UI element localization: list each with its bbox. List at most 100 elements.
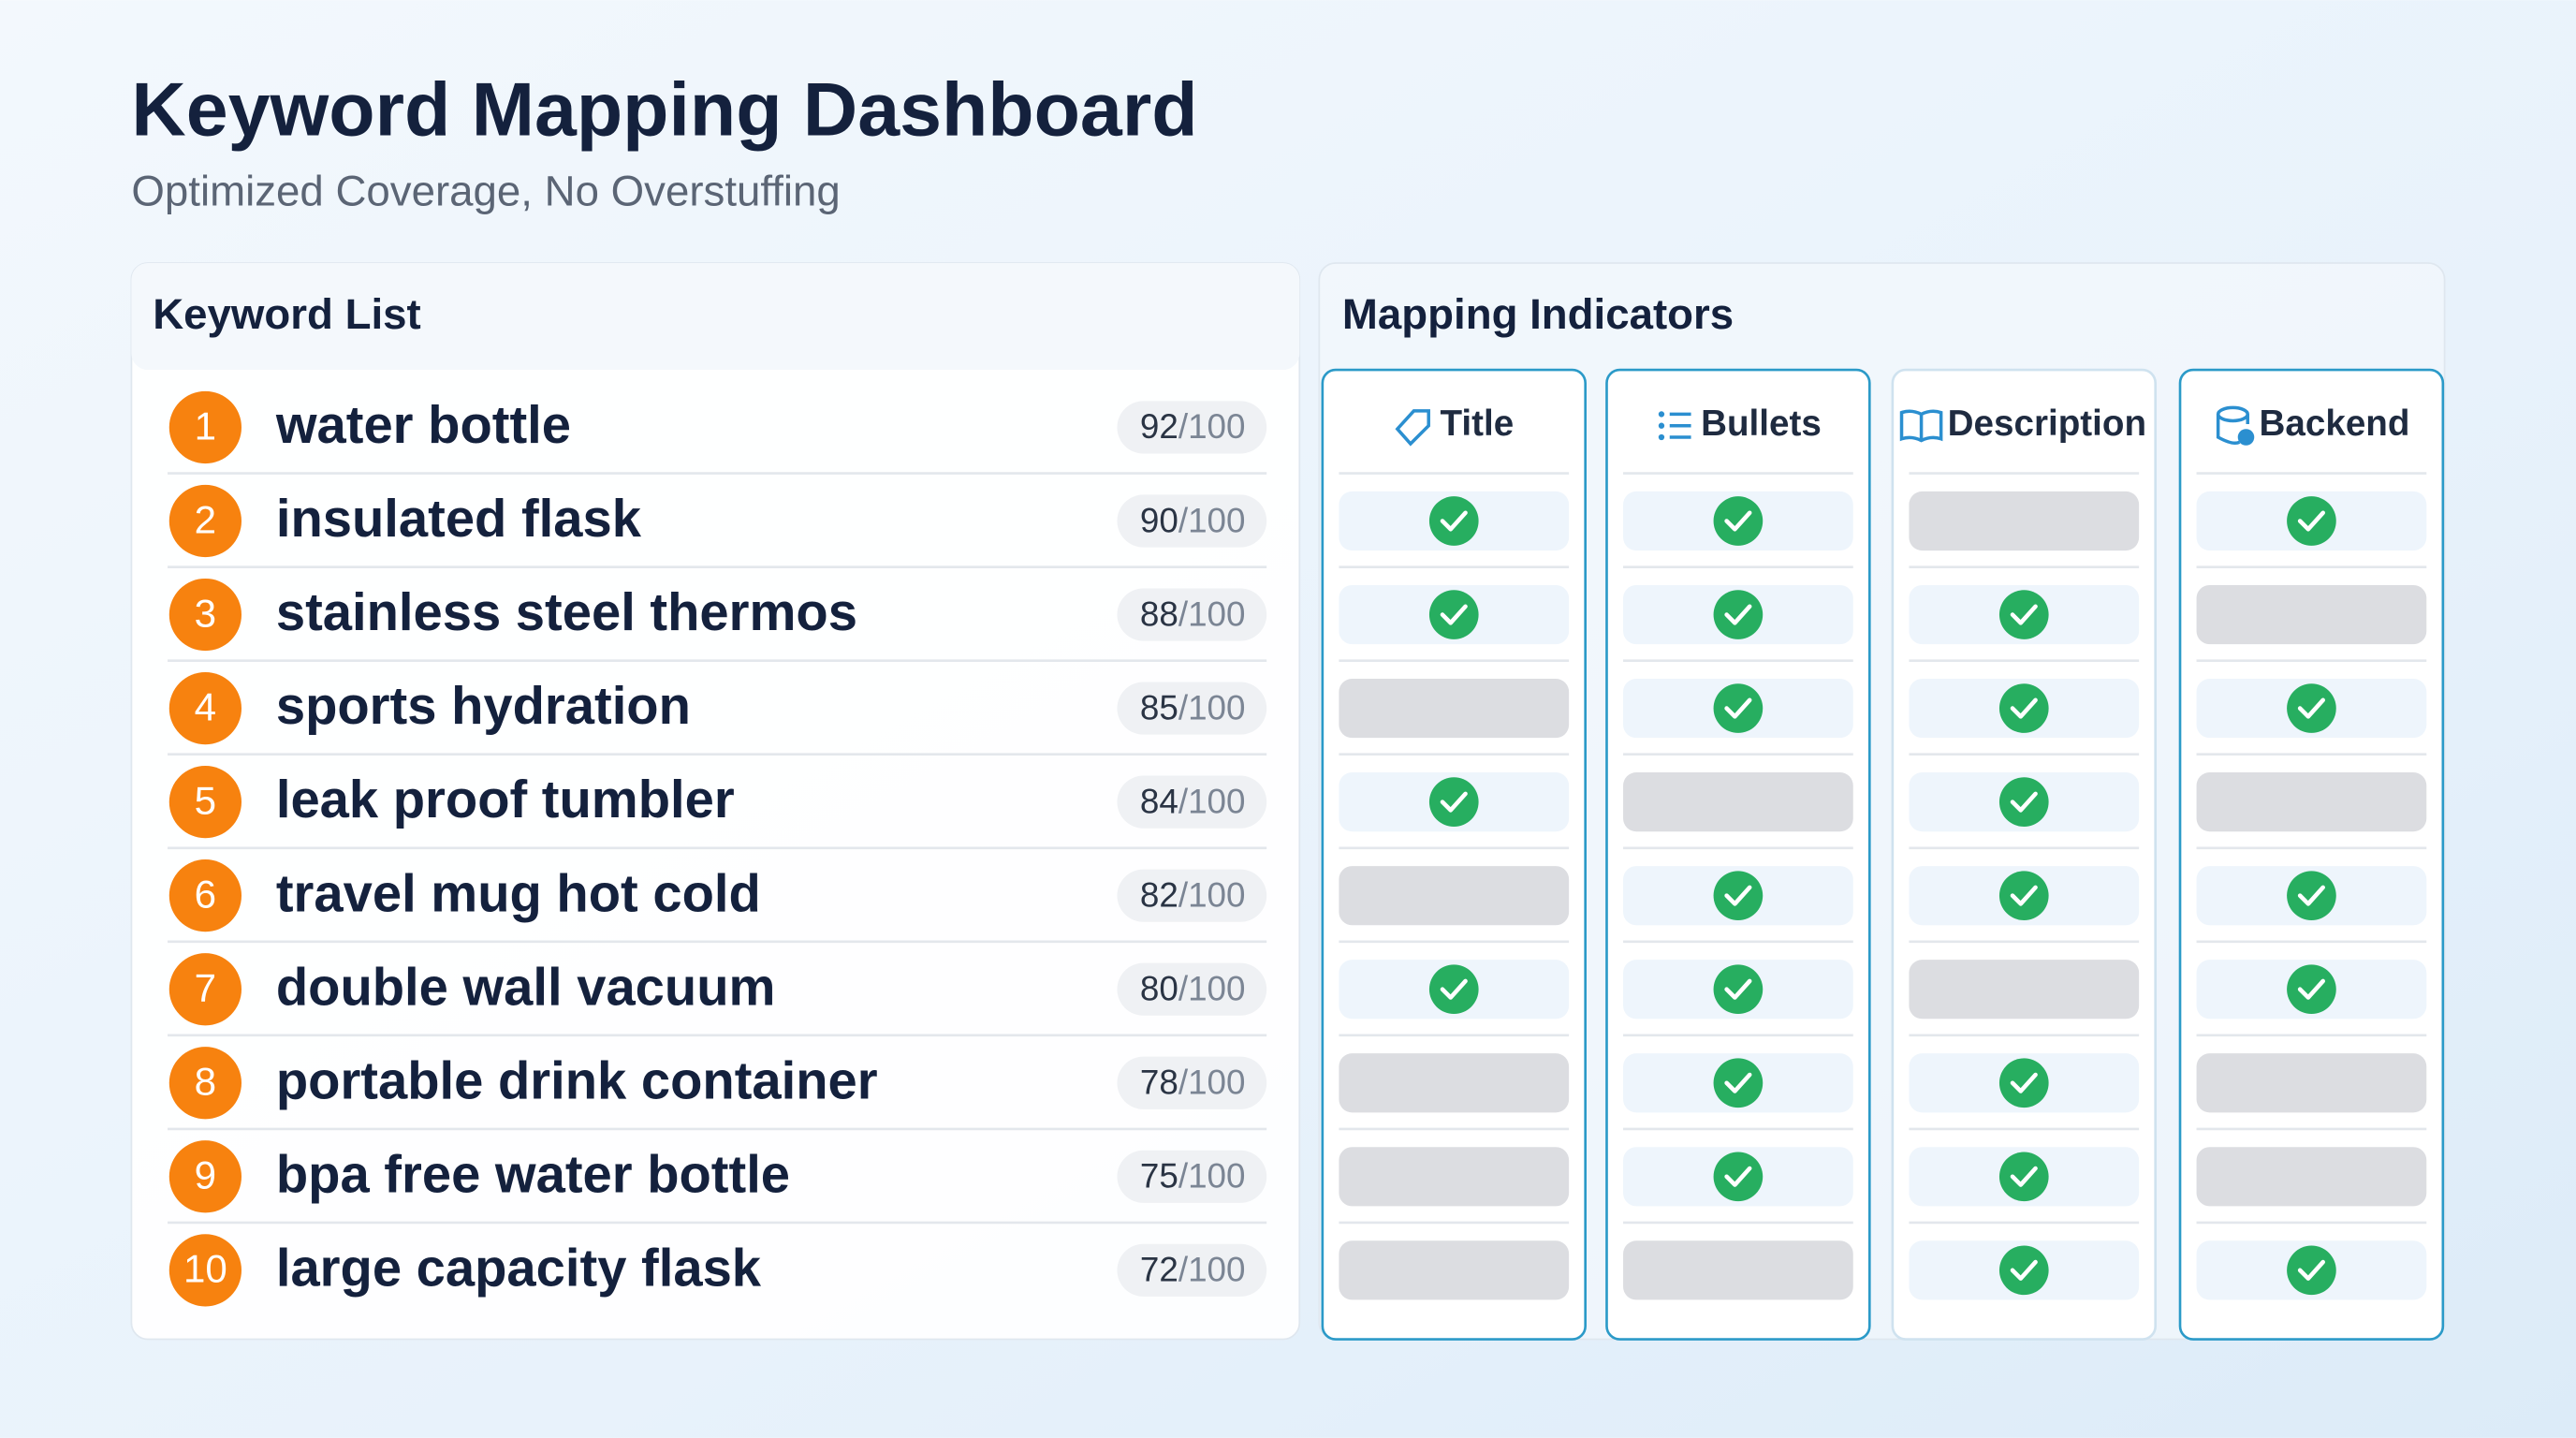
score: 75/100 bbox=[1140, 1156, 1246, 1195]
score-value: 78 bbox=[1140, 1063, 1178, 1101]
column-header: Backend bbox=[2260, 404, 2410, 444]
check-mark bbox=[1724, 885, 1752, 906]
rank-badge bbox=[168, 578, 242, 652]
score-pill bbox=[1117, 1243, 1267, 1297]
check-badge bbox=[1713, 1058, 1764, 1108]
check-mark bbox=[2010, 885, 2038, 906]
check-mark bbox=[2010, 1166, 2038, 1187]
check-mark bbox=[2297, 978, 2325, 1000]
score-suffix: /100 bbox=[1178, 875, 1246, 914]
score-pill bbox=[1117, 869, 1267, 922]
check-mark bbox=[1724, 697, 1752, 719]
cell-unmapped bbox=[1339, 1240, 1570, 1300]
rank-number: 9 bbox=[195, 1153, 216, 1197]
cell-unmapped bbox=[2196, 1053, 2427, 1113]
check-badge bbox=[1713, 496, 1764, 546]
check-mark bbox=[2010, 697, 2038, 719]
rank-badge bbox=[168, 484, 242, 558]
panel-title: Mapping Indicators bbox=[1342, 290, 1734, 338]
check-mark bbox=[2010, 1072, 2038, 1093]
score: 80/100 bbox=[1140, 969, 1246, 1007]
score-pill bbox=[1117, 775, 1267, 829]
score-pill bbox=[1117, 588, 1267, 641]
score-value: 90 bbox=[1140, 501, 1178, 539]
score-pill bbox=[1117, 1056, 1267, 1109]
check-badge bbox=[1998, 871, 2049, 920]
keyword: stainless steel thermos bbox=[276, 582, 857, 641]
cell-unmapped bbox=[1339, 1147, 1570, 1207]
book-icon bbox=[1899, 409, 1943, 443]
score-suffix: /100 bbox=[1178, 407, 1246, 446]
score: 82/100 bbox=[1140, 875, 1246, 914]
check-badge bbox=[2287, 871, 2336, 920]
score-pill bbox=[1117, 1150, 1267, 1203]
check-badge bbox=[2287, 496, 2336, 546]
check-mark bbox=[1724, 604, 1752, 625]
check-mark bbox=[1440, 978, 1468, 1000]
score-value: 85 bbox=[1140, 688, 1178, 726]
cell-unmapped bbox=[2196, 584, 2427, 645]
check-mark bbox=[1724, 978, 1752, 1000]
rank-number: 2 bbox=[195, 497, 216, 541]
check-badge bbox=[1998, 1245, 2049, 1296]
column-header: Description bbox=[1948, 404, 2146, 444]
check-badge bbox=[1713, 1152, 1764, 1202]
score-value: 84 bbox=[1140, 782, 1178, 820]
check-badge bbox=[1998, 1152, 2049, 1202]
db-icon bbox=[2216, 414, 2249, 446]
score-suffix: /100 bbox=[1178, 1250, 1246, 1288]
score-value: 82 bbox=[1140, 875, 1178, 914]
check-badge bbox=[1713, 590, 1764, 639]
check-mark bbox=[2010, 604, 2038, 625]
check-badge bbox=[1998, 777, 2049, 827]
cell-unmapped bbox=[2196, 772, 2427, 832]
cell-unmapped bbox=[1339, 1053, 1570, 1113]
rank-badge bbox=[168, 1234, 242, 1307]
rank-number: 4 bbox=[195, 684, 216, 728]
list-icon bbox=[1658, 422, 1665, 429]
check-mark bbox=[2010, 1259, 2038, 1281]
column-header: Bullets bbox=[1701, 404, 1822, 444]
check-badge bbox=[1713, 964, 1764, 1015]
check-badge bbox=[2287, 683, 2336, 733]
check-mark bbox=[2010, 791, 2038, 813]
check-badge bbox=[1998, 1058, 2049, 1108]
check-badge bbox=[1428, 964, 1479, 1015]
score: 88/100 bbox=[1140, 594, 1246, 633]
rank-badge bbox=[168, 859, 242, 932]
rank-badge bbox=[168, 671, 242, 745]
check-mark bbox=[1440, 604, 1468, 625]
mapping-panel bbox=[1318, 262, 2446, 1341]
cell-unmapped bbox=[2196, 1147, 2427, 1207]
rank-number: 5 bbox=[195, 779, 216, 823]
score: 90/100 bbox=[1140, 501, 1246, 539]
check-mark bbox=[2297, 510, 2325, 532]
score-suffix: /100 bbox=[1178, 594, 1246, 633]
panel-title: Keyword List bbox=[153, 290, 420, 338]
score-pill bbox=[1117, 494, 1267, 548]
score-pill bbox=[1117, 962, 1267, 1016]
score: 78/100 bbox=[1140, 1063, 1246, 1101]
score-suffix: /100 bbox=[1178, 782, 1246, 820]
page-title: Keyword Mapping Dashboard bbox=[131, 67, 1197, 152]
score-suffix: /100 bbox=[1178, 501, 1246, 539]
score-value: 92 bbox=[1140, 407, 1178, 446]
score-pill bbox=[1117, 401, 1267, 454]
score: 84/100 bbox=[1140, 782, 1246, 820]
list-icon bbox=[1658, 433, 1665, 441]
check-badge bbox=[2287, 1245, 2336, 1296]
rank-number: 1 bbox=[195, 404, 216, 448]
cell-unmapped bbox=[1623, 772, 1853, 832]
rank-badge bbox=[168, 953, 242, 1026]
check-badge bbox=[1713, 871, 1764, 920]
score-pill bbox=[1117, 682, 1267, 735]
score: 72/100 bbox=[1140, 1250, 1246, 1288]
check-mark bbox=[1724, 510, 1752, 532]
column-header: Title bbox=[1441, 404, 1515, 444]
score-suffix: /100 bbox=[1178, 1156, 1246, 1195]
page-subtitle: Optimized Coverage, No Overstuffing bbox=[131, 167, 840, 214]
rank-number: 8 bbox=[195, 1060, 216, 1104]
cell-unmapped bbox=[1339, 866, 1570, 926]
